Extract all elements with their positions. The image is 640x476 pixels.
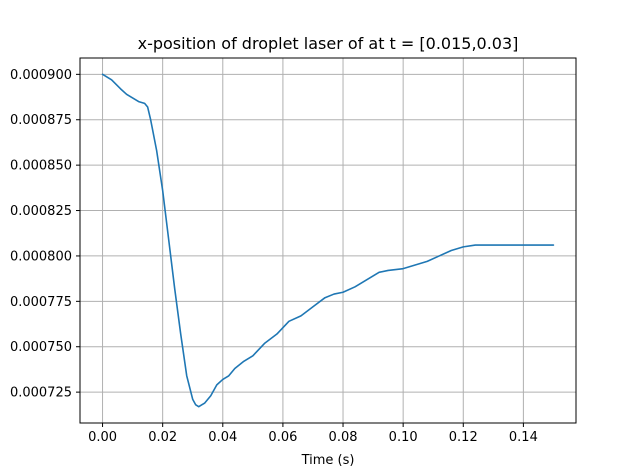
y-tick-label: 0.000775 — [10, 295, 72, 310]
y-tick-label: 0.000750 — [10, 340, 72, 355]
x-tick-label: 0.08 — [329, 430, 358, 445]
x-tick-label: 0.14 — [509, 430, 538, 445]
y-tick-label: 0.000875 — [10, 113, 72, 128]
x-tick-label: 0.10 — [389, 430, 418, 445]
x-axis-label: Time (s) — [301, 453, 355, 468]
x-tick-label: 0.06 — [268, 430, 297, 445]
grid — [80, 58, 576, 423]
y-tick-label: 0.000825 — [10, 204, 72, 219]
series-line — [101, 73, 555, 408]
y-axis-ticks: 0.000725 0.000750 0.000775 0.000800 0.000825… — [10, 68, 80, 401]
plot-area — [101, 73, 555, 408]
x-tick-label: 0.04 — [208, 430, 237, 445]
x-tick-label: 0.00 — [88, 430, 117, 445]
y-tick-label: 0.000850 — [10, 159, 72, 174]
x-tick-label: 0.12 — [449, 430, 478, 445]
chart-title: x-position of droplet laser of at t = [0… — [138, 34, 519, 53]
x-tick-label: 0.02 — [148, 430, 177, 445]
x-axis-ticks: 0.00 0.02 0.04 0.06 0.08 0.10 0.12 0.14 — [88, 423, 538, 445]
y-tick-label: 0.000900 — [10, 68, 72, 83]
y-tick-label: 0.000800 — [10, 249, 72, 264]
y-tick-label: 0.000725 — [10, 386, 72, 401]
axes-frame — [79, 57, 577, 424]
